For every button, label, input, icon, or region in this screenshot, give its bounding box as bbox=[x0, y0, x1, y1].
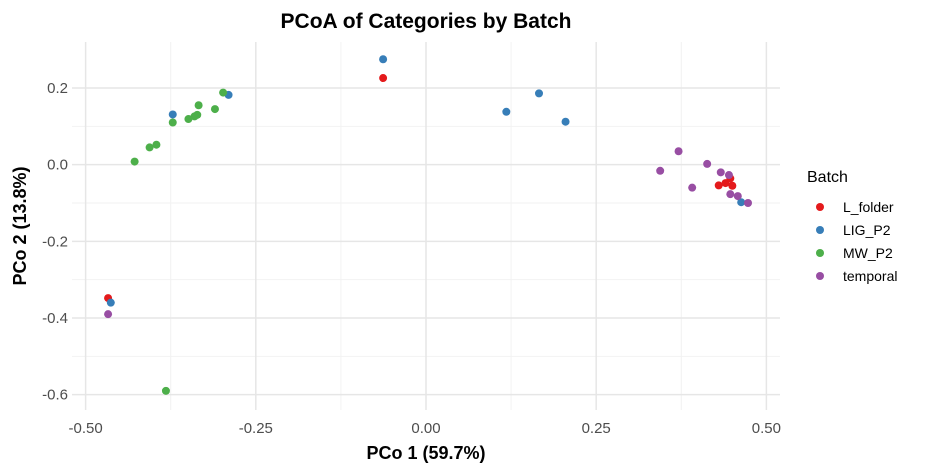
data-point-temporal bbox=[726, 190, 735, 199]
legend-key-l-folder bbox=[816, 203, 824, 211]
x-tick-label: -0.25 bbox=[239, 420, 273, 437]
data-point-lig-p2 bbox=[168, 110, 177, 119]
legend-label-temporal: temporal bbox=[843, 268, 897, 284]
legend-key-mw-p2 bbox=[816, 249, 824, 257]
data-point-temporal bbox=[724, 171, 733, 180]
legend-key-lig-p2 bbox=[816, 226, 824, 234]
x-tick-label: -0.50 bbox=[69, 420, 103, 437]
x-axis-title: PCo 1 (59.7%) bbox=[366, 443, 485, 463]
x-tick-label: 0.50 bbox=[752, 420, 781, 437]
x-tick-label: 0.00 bbox=[411, 420, 440, 437]
data-point-temporal bbox=[703, 159, 712, 168]
data-point-mw-p2 bbox=[130, 157, 139, 166]
legend-key-temporal bbox=[816, 272, 824, 280]
legend-label-l-folder: L_folder bbox=[843, 199, 894, 215]
y-tick-label: -0.4 bbox=[42, 310, 68, 327]
data-point-temporal bbox=[716, 168, 725, 177]
data-point-lig-p2 bbox=[737, 198, 746, 207]
data-point-mw-p2 bbox=[152, 140, 161, 149]
data-point-lig-p2 bbox=[502, 107, 511, 116]
y-tick-label: 0.0 bbox=[47, 157, 68, 174]
data-point-l-folder bbox=[379, 74, 388, 83]
data-point-lig-p2 bbox=[561, 117, 570, 126]
data-point-temporal bbox=[744, 199, 753, 207]
grid-lines bbox=[72, 42, 780, 410]
data-point-lig-p2 bbox=[106, 298, 115, 307]
data-point-mw-p2 bbox=[190, 112, 199, 121]
data-point-temporal bbox=[688, 183, 697, 192]
data-point-l-folder bbox=[728, 181, 737, 190]
data-point-lig-p2 bbox=[379, 55, 388, 64]
y-tick-label: -0.2 bbox=[42, 233, 68, 250]
data-point-mw-p2 bbox=[219, 88, 228, 97]
data-point-mw-p2 bbox=[161, 386, 170, 395]
data-point-mw-p2 bbox=[184, 115, 193, 124]
legend: Batch L_folder LIG_P2 MW_P2 temporal bbox=[807, 169, 897, 284]
chart-title: PCoA of Categories by Batch bbox=[281, 10, 572, 33]
data-point-temporal bbox=[733, 192, 742, 201]
data-point-mw-p2 bbox=[210, 105, 219, 114]
data-point-temporal bbox=[656, 166, 665, 175]
y-axis-title: PCo 2 (13.8%) bbox=[10, 166, 30, 285]
legend-label-lig-p2: LIG_P2 bbox=[843, 222, 891, 238]
y-tick-label: 0.2 bbox=[47, 80, 68, 97]
data-point-mw-p2 bbox=[168, 118, 177, 127]
data-point-mw-p2 bbox=[145, 143, 154, 152]
x-tick-label: 0.25 bbox=[582, 420, 611, 437]
data-points bbox=[104, 55, 753, 395]
data-point-temporal bbox=[104, 310, 113, 319]
data-point-l-folder bbox=[714, 181, 723, 190]
data-point-mw-p2 bbox=[194, 101, 203, 110]
y-tick-label: -0.6 bbox=[42, 387, 68, 404]
legend-title: Batch bbox=[807, 169, 848, 186]
data-point-lig-p2 bbox=[535, 89, 544, 98]
data-point-temporal bbox=[674, 147, 683, 156]
tick-labels: -0.50 -0.25 0.00 0.25 0.50 0.2 0.0 -0.2 -0.4 -0.6 bbox=[42, 80, 781, 437]
legend-label-mw-p2: MW_P2 bbox=[843, 245, 893, 261]
